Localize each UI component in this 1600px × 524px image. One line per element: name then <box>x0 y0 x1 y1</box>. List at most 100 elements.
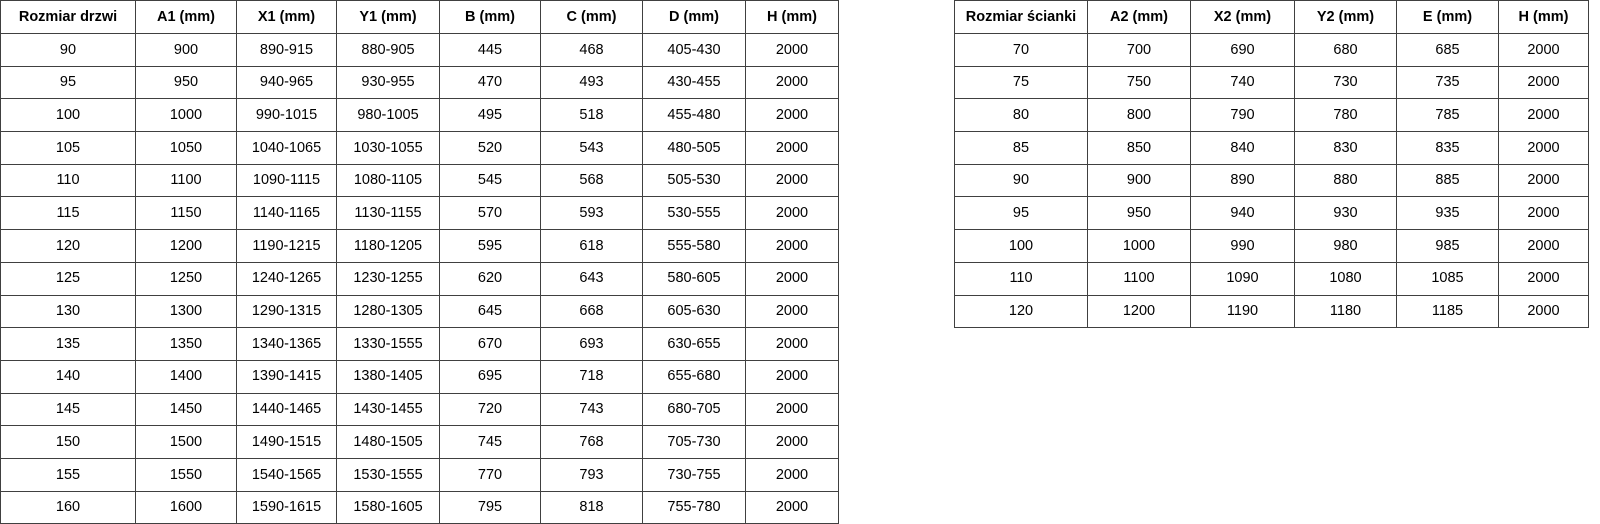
table-cell: 90 <box>954 163 1088 198</box>
table-cell: 115 <box>0 196 136 231</box>
table-cell: 720 <box>439 392 541 427</box>
table-cell: 140 <box>0 359 136 394</box>
table-cell: 1130-1155 <box>336 196 440 231</box>
column-header-x1: X1 (mm) <box>236 0 337 34</box>
table-row: 145 1450 1440-1465 1430-1455 720 743 680-705 20… <box>0 392 839 427</box>
table-cell: 1140-1165 <box>236 196 337 231</box>
table-row: 120 1200 1190 1180 1185 2000 <box>954 294 1589 329</box>
table-cell: 1290-1315 <box>236 294 337 329</box>
table-cell: 2000 <box>1498 294 1589 329</box>
table-cell: 930 <box>1294 196 1397 231</box>
table-row: 140 1400 1390-1415 1380-1405 695 718 655-680 20… <box>0 359 839 394</box>
table-cell: 125 <box>0 261 136 296</box>
table-cell: 1600 <box>135 490 237 524</box>
table-cell: 1000 <box>135 98 237 133</box>
table-cell: 2000 <box>1498 131 1589 165</box>
table-cell: 1530-1555 <box>336 457 440 492</box>
table-cell: 940 <box>1190 196 1295 231</box>
table-cell: 1090 <box>1190 261 1295 296</box>
table-cell: 1450 <box>135 392 237 427</box>
table-cell: 935 <box>1396 196 1499 231</box>
table-cell: 468 <box>540 33 643 67</box>
table-cell: 1230-1255 <box>336 261 440 296</box>
table-cell: 730-755 <box>642 457 746 492</box>
table-cell: 818 <box>540 490 643 524</box>
column-header-h: H (mm) <box>745 0 839 34</box>
table-cell: 100 <box>0 98 136 133</box>
column-header-d: D (mm) <box>642 0 746 34</box>
table-cell: 2000 <box>1498 98 1589 133</box>
table-cell: 75 <box>954 65 1088 100</box>
column-header-y2: Y2 (mm) <box>1294 0 1397 34</box>
table-cell: 655-680 <box>642 359 746 394</box>
table-cell: 570 <box>439 196 541 231</box>
table-cell: 2000 <box>1498 229 1589 263</box>
table-cell: 480-505 <box>642 131 746 165</box>
table-cell: 95 <box>0 65 136 100</box>
table-row: 110 1100 1090 1080 1085 2000 <box>954 261 1589 296</box>
table-cell: 695 <box>439 359 541 394</box>
table-cell: 735 <box>1396 65 1499 100</box>
table-cell: 1040-1065 <box>236 131 337 165</box>
column-header-h: H (mm) <box>1498 0 1589 34</box>
table-row: 90 900 890 880 885 2000 <box>954 163 1589 198</box>
table-cell: 718 <box>540 359 643 394</box>
table-cell: 150 <box>0 425 136 459</box>
table-cell: 793 <box>540 457 643 492</box>
column-header-c: C (mm) <box>540 0 643 34</box>
table-cell: 543 <box>540 131 643 165</box>
column-header-a1: A1 (mm) <box>135 0 237 34</box>
table-cell: 780 <box>1294 98 1397 133</box>
table-cell: 1280-1305 <box>336 294 440 329</box>
table-cell: 680 <box>1294 33 1397 67</box>
table-cell: 505-530 <box>642 163 746 198</box>
table-cell: 445 <box>439 33 541 67</box>
table-cell: 605-630 <box>642 294 746 329</box>
table-cell: 2000 <box>745 359 839 394</box>
table-row: 150 1500 1490-1515 1480-1505 745 768 705-730 20… <box>0 425 839 459</box>
table-body: 70 700 690 680 685 2000 75 750 740 730 735 2000 80 80… <box>954 33 1589 329</box>
table-cell: 470 <box>439 65 541 100</box>
table-cell: 880 <box>1294 163 1397 198</box>
table-cell: 1080-1105 <box>336 163 440 198</box>
table-cell: 800 <box>1087 98 1191 133</box>
table-cell: 950 <box>135 65 237 100</box>
table-cell: 2000 <box>1498 196 1589 231</box>
table-cell: 1240-1265 <box>236 261 337 296</box>
table-cell: 930-955 <box>336 65 440 100</box>
table-cell: 1190 <box>1190 294 1295 329</box>
table-cell: 2000 <box>745 327 839 361</box>
table-cell: 2000 <box>1498 261 1589 296</box>
table-cell: 520 <box>439 131 541 165</box>
table-cell: 1080 <box>1294 261 1397 296</box>
table-cell: 693 <box>540 327 643 361</box>
table-cell: 1390-1415 <box>236 359 337 394</box>
table-row: 70 700 690 680 685 2000 <box>954 33 1589 67</box>
table-row: 105 1050 1040-1065 1030-1055 520 543 480-505 20… <box>0 131 839 165</box>
table-cell: 705-730 <box>642 425 746 459</box>
table-cell: 2000 <box>745 98 839 133</box>
table-cell: 2000 <box>745 229 839 263</box>
table-cell: 1085 <box>1396 261 1499 296</box>
table-cell: 105 <box>0 131 136 165</box>
table-cell: 455-480 <box>642 98 746 133</box>
table-cell: 1400 <box>135 359 237 394</box>
table-cell: 1185 <box>1396 294 1499 329</box>
table-cell: 840 <box>1190 131 1295 165</box>
table-row: 80 800 790 780 785 2000 <box>954 98 1589 133</box>
table-row: 130 1300 1290-1315 1280-1305 645 668 605-630 20… <box>0 294 839 329</box>
table-cell: 405-430 <box>642 33 746 67</box>
table-cell: 1300 <box>135 294 237 329</box>
table-cell: 1100 <box>135 163 237 198</box>
table-cell: 1580-1605 <box>336 490 440 524</box>
table-row: 115 1150 1140-1165 1130-1155 570 593 530-555 20… <box>0 196 839 231</box>
table-cell: 2000 <box>745 196 839 231</box>
table-cell: 1340-1365 <box>236 327 337 361</box>
table-cell: 1180 <box>1294 294 1397 329</box>
table-cell: 768 <box>540 425 643 459</box>
column-header-b: B (mm) <box>439 0 541 34</box>
table-cell: 2000 <box>745 490 839 524</box>
table-cell: 668 <box>540 294 643 329</box>
table-cell: 890-915 <box>236 33 337 67</box>
